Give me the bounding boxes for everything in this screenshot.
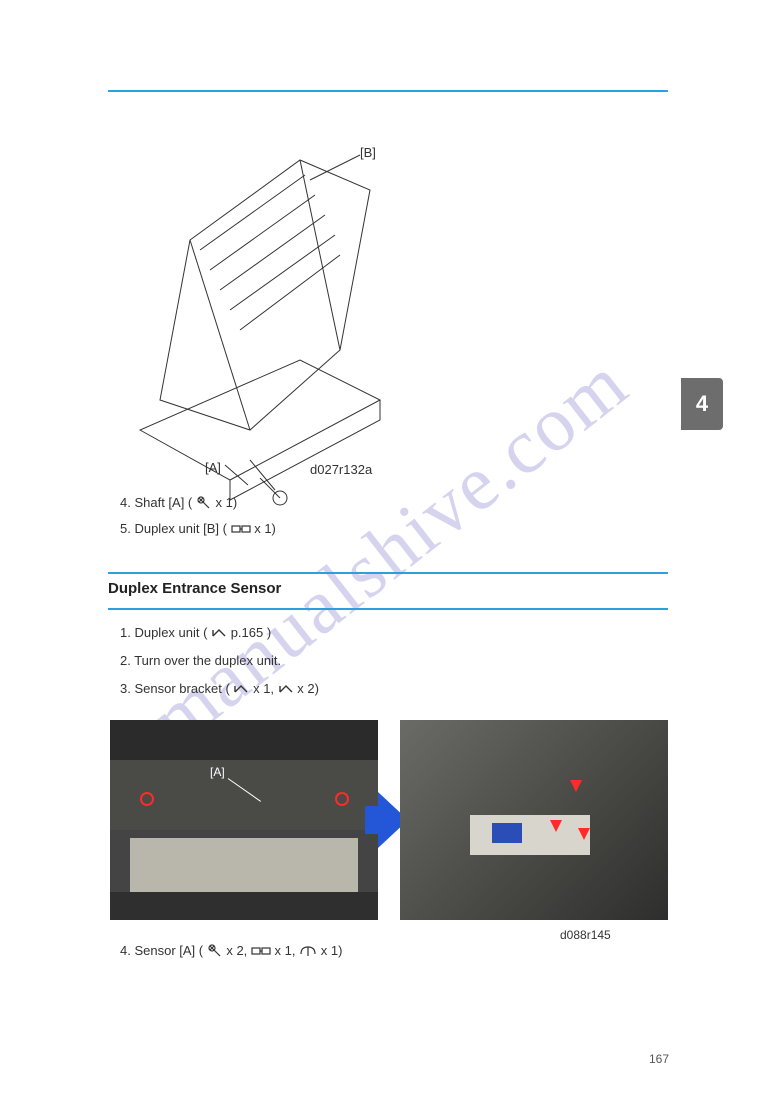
section-heading: Duplex Entrance Sensor xyxy=(108,580,281,597)
screw-icon xyxy=(207,943,223,959)
highlight-arrow xyxy=(570,780,582,792)
step-4-lower-c1: x 2, xyxy=(226,943,251,958)
clip-icon xyxy=(211,626,227,640)
diagram-label-a: [A] xyxy=(205,460,221,475)
step-3-lower-c1: x 1, xyxy=(253,681,278,696)
step-2-lower-text: 2. Turn over the duplex unit. xyxy=(120,653,281,668)
top-rule xyxy=(108,90,668,92)
clip-icon xyxy=(278,682,294,696)
diagram-svg xyxy=(130,100,460,520)
step-1-lower-ref: p.165 xyxy=(231,625,264,640)
step-1-lower-text: 1. Duplex unit ( xyxy=(120,625,207,640)
highlight-circle xyxy=(335,792,349,806)
photos-figure-id: d088r145 xyxy=(560,928,611,942)
connector-icon xyxy=(231,522,251,536)
exploded-diagram: [B] [A] d027r132a xyxy=(130,100,460,520)
page-number: 167 xyxy=(649,1052,669,1066)
photo-left: [A] xyxy=(110,720,378,920)
step-4-upper: 4. Shaft [A] ( x 1) xyxy=(120,494,237,511)
page-root: manualshive.com 4 xyxy=(0,0,777,1102)
step-4-lower-c3: x 1) xyxy=(321,943,343,958)
diagram-label-b: [B] xyxy=(360,145,376,160)
connector-icon xyxy=(251,944,271,958)
hook-icon xyxy=(299,944,317,958)
step-4-lower-text: 4. Sensor [A] ( xyxy=(120,943,203,958)
sensor-block xyxy=(492,823,522,843)
step-4-lower: 4. Sensor [A] ( x 2, x 1, x 1) xyxy=(120,942,342,959)
step-5-upper-count: x 1) xyxy=(254,521,276,536)
step-5-upper: 5. Duplex unit [B] ( x 1) xyxy=(120,520,276,536)
chapter-tab-number: 4 xyxy=(696,391,708,417)
step-4-lower-c2: x 1, xyxy=(275,943,300,958)
step-4-upper-count: x 1) xyxy=(216,495,238,510)
step-5-upper-text: 5. Duplex unit [B] ( xyxy=(120,521,227,536)
step-3-lower-c2: x 2) xyxy=(297,681,319,696)
section-rule-bottom xyxy=(108,608,668,610)
diagram-figure-id: d027r132a xyxy=(310,462,372,477)
photo-right xyxy=(400,720,668,920)
highlight-circle xyxy=(140,792,154,806)
step-2-lower: 2. Turn over the duplex unit. xyxy=(120,652,281,668)
step-3-lower-text: 3. Sensor bracket ( xyxy=(120,681,230,696)
step-3-lower: 3. Sensor bracket ( x 1, x 2) xyxy=(120,680,319,696)
photo-left-callout: [A] xyxy=(210,765,225,779)
highlight-arrow xyxy=(550,820,562,832)
step-1-lower: 1. Duplex unit ( p.165 ) xyxy=(120,624,271,640)
chapter-tab: 4 xyxy=(681,378,723,430)
step-4-upper-text: 4. Shaft [A] ( xyxy=(120,495,192,510)
highlight-arrow xyxy=(578,828,590,840)
step-1-lower-after: ) xyxy=(267,625,271,640)
section-rule-top xyxy=(108,572,668,574)
screw-icon xyxy=(196,495,212,511)
clip-icon xyxy=(233,682,249,696)
